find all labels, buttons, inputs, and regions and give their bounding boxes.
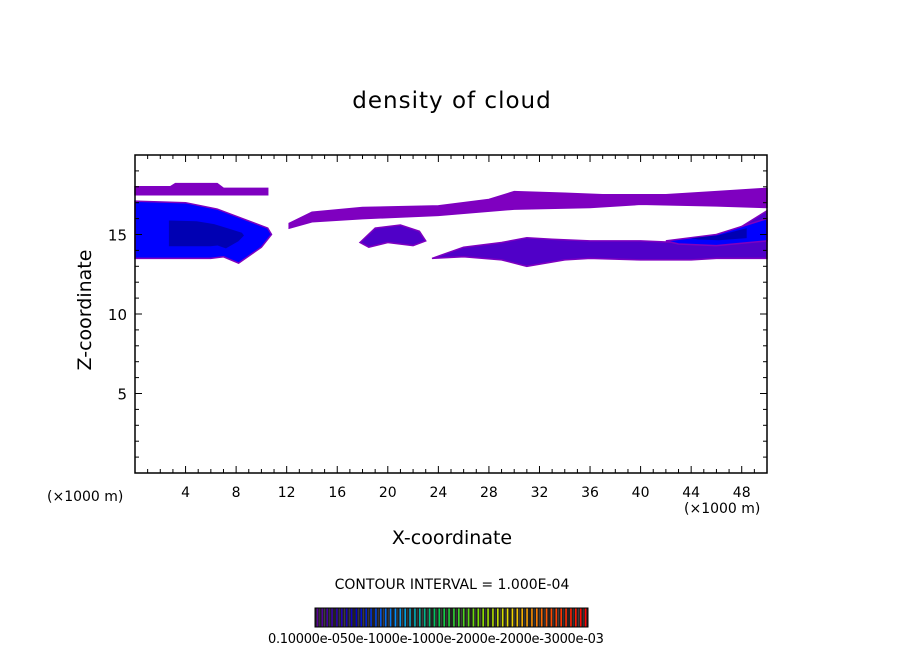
cloud-region [665,217,768,247]
x-tick-label: 24 [429,485,447,501]
x-tick-label: 16 [328,485,346,501]
x-tick-label: 8 [232,485,241,501]
chart-title: density of cloud [352,88,552,114]
cloud-core [168,220,244,249]
cloud-region [288,187,768,230]
x-tick-label: 48 [733,485,751,501]
x-tick-label: 32 [531,485,549,501]
cloud-region [358,224,427,248]
colorbar-frame [314,607,589,628]
x-unit-right: (×1000 m) [684,501,761,517]
y-tick-label: 15 [108,227,127,245]
x-tick-label: 20 [379,485,397,501]
x-axis-label: X-coordinate [391,527,513,549]
contour-interval: CONTOUR INTERVAL = 1.000E-04 [334,577,570,593]
x-tick-label: 40 [632,485,650,501]
x-unit-left: (×1000 m) [47,489,124,505]
cloud-regions [134,182,768,268]
colorbar-labels: 0.10000e-050e-1000e-1000e-2000e-2000e-30… [268,632,604,647]
x-tick-label: 44 [682,485,700,501]
colorbar [314,607,589,628]
y-tick-label: 5 [117,386,127,404]
cloud-region [134,182,269,196]
y-axis-label: Z-coordinate [74,249,96,371]
x-tick-label: 36 [581,485,599,501]
cloud-core [691,228,747,241]
y-tick-label: 10 [108,306,127,324]
x-tick-label: 28 [480,485,498,501]
x-tick-label: 4 [181,485,190,501]
x-tick-label: 12 [278,485,296,501]
